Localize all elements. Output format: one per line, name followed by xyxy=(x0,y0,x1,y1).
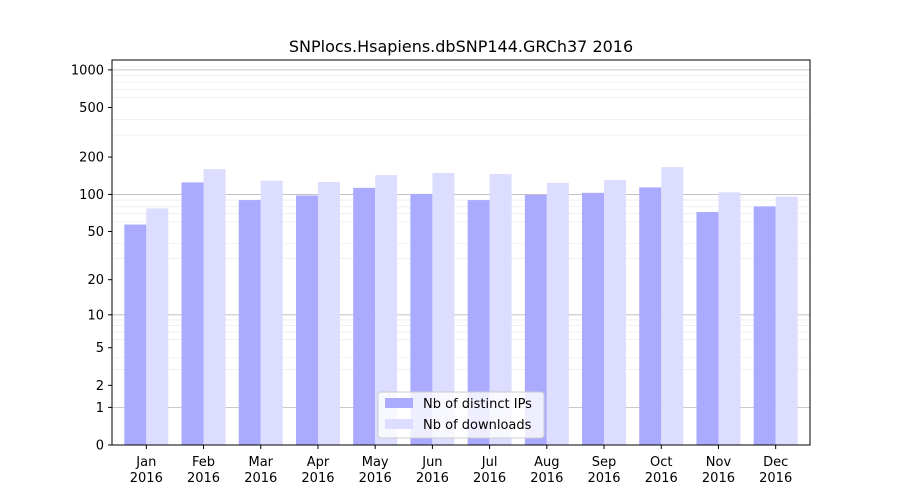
bar-downloads xyxy=(489,174,512,445)
bar-distinct-ips xyxy=(124,224,147,445)
bar-distinct-ips xyxy=(295,195,318,445)
x-tick-label-year: 2016 xyxy=(187,471,220,486)
legend-swatch-downloads xyxy=(385,419,413,429)
y-tick-label: 200 xyxy=(79,151,104,166)
legend-swatch-distinct-ips xyxy=(385,398,413,408)
x-tick-label-year: 2016 xyxy=(702,471,735,486)
y-tick-label: 500 xyxy=(79,101,104,116)
bar-distinct-ips xyxy=(582,192,605,445)
grid-lines xyxy=(112,69,810,408)
x-tick-label-year: 2016 xyxy=(759,471,792,486)
y-tick-label: 1000 xyxy=(71,63,104,78)
bar-downloads xyxy=(661,167,684,446)
legend-label-downloads: Nb of downloads xyxy=(423,418,532,433)
bar-downloads xyxy=(317,181,340,445)
bar-distinct-ips xyxy=(467,200,490,445)
y-tick-label: 0 xyxy=(96,439,104,454)
bar-distinct-ips xyxy=(696,212,719,445)
bar-downloads xyxy=(604,179,627,445)
y-tick-label: 5 xyxy=(96,341,104,356)
bar-distinct-ips xyxy=(353,187,376,445)
bar-downloads xyxy=(203,169,226,445)
bar-distinct-ips xyxy=(524,194,547,445)
bar-distinct-ips xyxy=(639,187,662,445)
bar-distinct-ips xyxy=(181,182,204,445)
y-tick-label: 2 xyxy=(96,379,104,394)
x-tick-label-month: Aug xyxy=(534,455,559,470)
bars xyxy=(124,167,798,446)
y-axis: 0 1 2 5 10 20 50 100 200 500 1000 xyxy=(71,63,112,454)
x-tick-label-month: Sep xyxy=(592,455,617,470)
x-tick-label-year: 2016 xyxy=(244,471,277,486)
bar-downloads xyxy=(546,182,569,445)
legend: Nb of distinct IPs Nb of downloads xyxy=(377,391,545,439)
y-tick-label: 10 xyxy=(87,308,104,323)
x-tick-label-year: 2016 xyxy=(301,471,334,486)
y-tick-label: 1 xyxy=(96,401,104,416)
x-tick-label-year: 2016 xyxy=(587,471,620,486)
x-tick-label-year: 2016 xyxy=(473,471,506,486)
bar-distinct-ips xyxy=(753,206,776,445)
bar-distinct-ips xyxy=(238,200,261,445)
x-tick-label-month: Dec xyxy=(763,455,788,470)
x-tick-label-month: Oct xyxy=(650,455,672,470)
bar-downloads xyxy=(718,192,741,445)
y-tick-label: 50 xyxy=(87,225,104,240)
x-axis: Jan2016Feb2016Mar2016Apr2016May2016Jun20… xyxy=(130,445,792,486)
x-tick-label-year: 2016 xyxy=(130,471,163,486)
bar-downloads xyxy=(146,208,169,445)
x-tick-label-month: Feb xyxy=(192,455,215,470)
x-tick-label-year: 2016 xyxy=(359,471,392,486)
bar-downloads xyxy=(775,196,798,445)
x-tick-label-month: Apr xyxy=(307,455,330,470)
x-tick-label-month: Nov xyxy=(706,455,732,470)
bar-downloads xyxy=(260,180,283,445)
legend-label-distinct-ips: Nb of distinct IPs xyxy=(423,397,532,412)
bar-downloads xyxy=(375,175,398,445)
bar-distinct-ips xyxy=(410,193,433,445)
x-tick-label-month: May xyxy=(362,455,389,470)
bar-downloads xyxy=(432,172,455,445)
y-tick-label: 100 xyxy=(79,188,104,203)
x-tick-label-month: Jan xyxy=(135,455,156,470)
x-tick-label-year: 2016 xyxy=(645,471,678,486)
x-tick-label-month: Mar xyxy=(248,455,273,470)
x-tick-label-year: 2016 xyxy=(416,471,449,486)
x-tick-label-year: 2016 xyxy=(530,471,563,486)
plot-frame xyxy=(111,59,811,446)
y-tick-label: 20 xyxy=(87,273,104,288)
chart-title: SNPlocs.Hsapiens.dbSNP144.GRCh37 2016 xyxy=(289,37,633,56)
x-tick-label-month: Jun xyxy=(421,455,442,470)
x-tick-label-month: Jul xyxy=(481,455,498,470)
legend-box xyxy=(377,391,545,439)
